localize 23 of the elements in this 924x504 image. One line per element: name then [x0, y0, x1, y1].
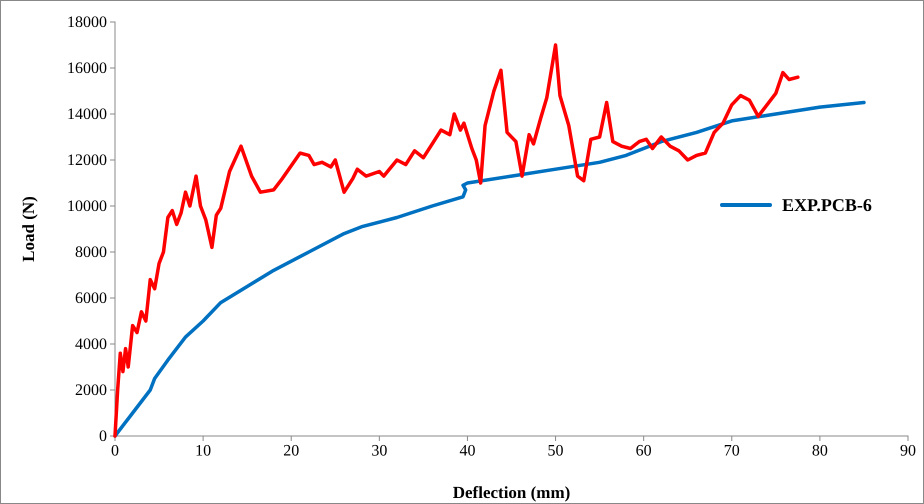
x-tick-label: 80	[812, 442, 828, 460]
x-axis-title: Deflection (mm)	[452, 483, 570, 502]
y-tick-label: 10000	[67, 198, 107, 216]
x-tick-label: 90	[900, 442, 916, 460]
y-tick-label: 2000	[75, 382, 107, 400]
y-tick-label: 14000	[67, 106, 107, 124]
x-tick-label: 60	[636, 442, 652, 460]
y-tick-label: 18000	[67, 14, 107, 32]
y-tick-label: 16000	[67, 60, 107, 78]
y-tick-label: 6000	[75, 290, 107, 308]
y-tick-label: 8000	[75, 244, 107, 262]
legend-label: EXP.PCB-6	[782, 195, 872, 215]
y-tick-label: 0	[99, 428, 107, 446]
y-tick-label: 12000	[67, 152, 107, 170]
x-tick-label: 30	[371, 442, 388, 460]
x-tick-label: 0	[111, 442, 119, 460]
y-tick-label: 4000	[75, 336, 107, 354]
x-tick-label: 40	[459, 442, 476, 460]
x-tick-label: 70	[724, 442, 740, 460]
x-tick-label: 10	[195, 442, 212, 460]
y-axis-title: Load (N)	[19, 196, 38, 262]
x-tick-label: 50	[548, 442, 564, 460]
x-tick-label: 20	[283, 442, 300, 460]
